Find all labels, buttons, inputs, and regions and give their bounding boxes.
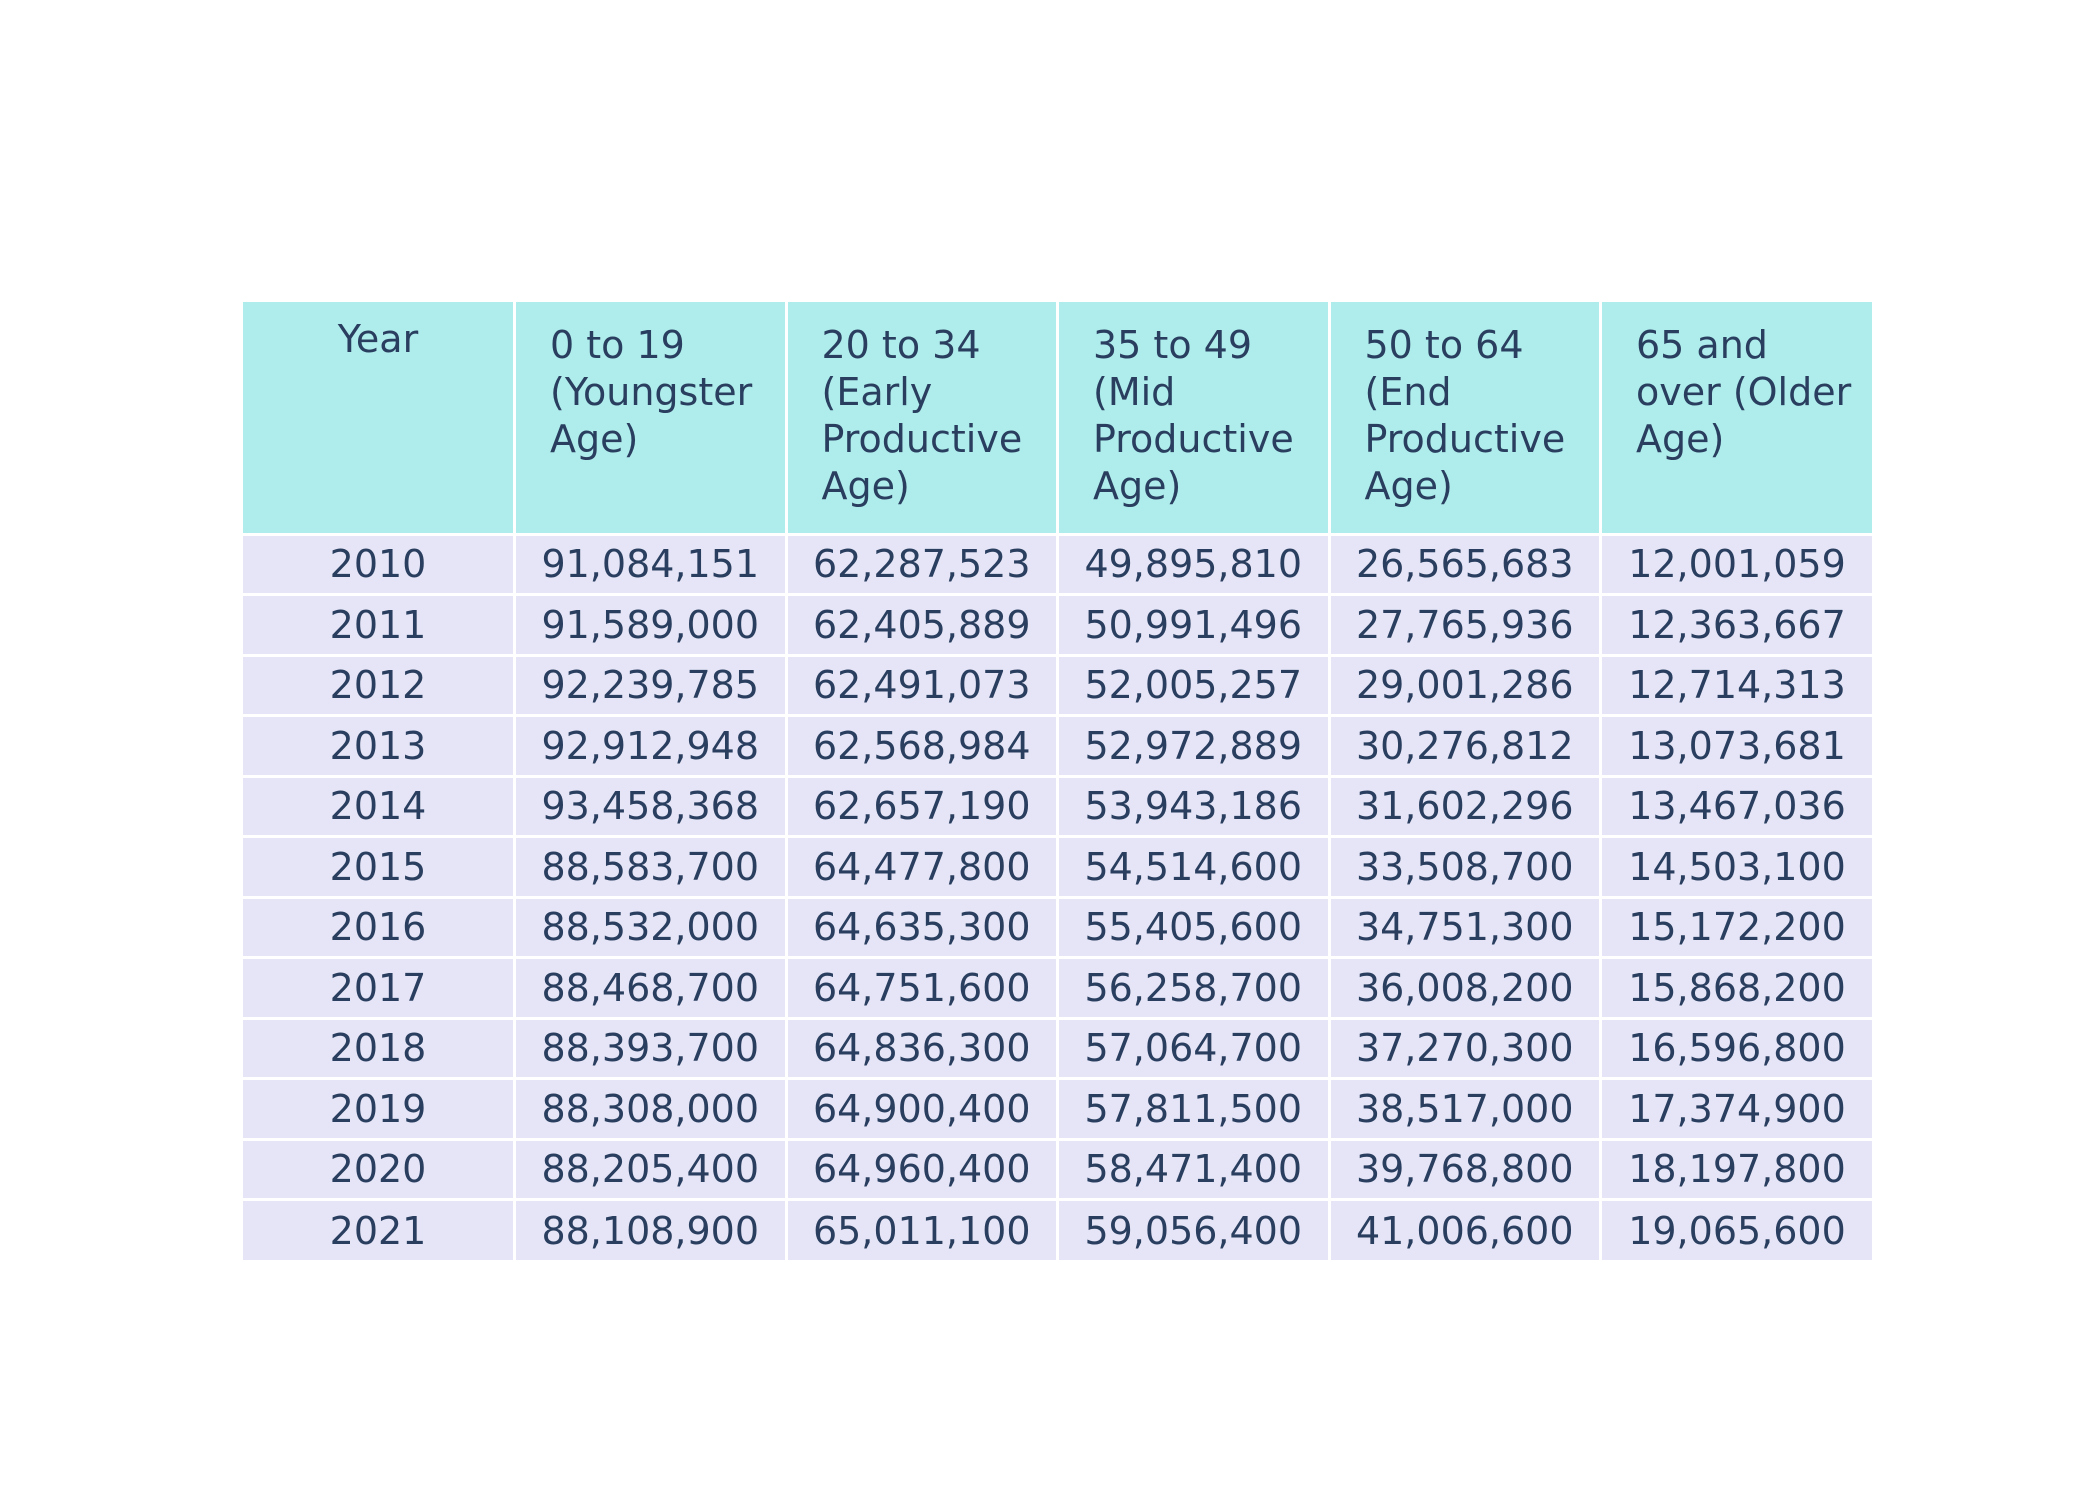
value-cell: 91,084,151 bbox=[513, 532, 788, 596]
year-cell: 2012 bbox=[243, 653, 516, 717]
value-cell: 62,405,889 bbox=[784, 593, 1059, 657]
value-cell: 14,503,100 bbox=[1599, 835, 1872, 899]
value-cell: 49,895,810 bbox=[1056, 532, 1331, 596]
year-cell: 2018 bbox=[243, 1016, 516, 1080]
table-row: 2020 88,205,400 64,960,400 58,471,400 39,768… bbox=[243, 1137, 1872, 1201]
value-cell: 16,596,800 bbox=[1599, 1016, 1872, 1080]
header-age-50-64: 50 to 64 (End Productive Age) bbox=[1327, 302, 1602, 536]
value-cell: 91,589,000 bbox=[513, 593, 788, 657]
value-cell: 92,239,785 bbox=[513, 653, 788, 717]
value-cell: 34,751,300 bbox=[1327, 895, 1602, 959]
value-cell: 88,308,000 bbox=[513, 1077, 788, 1141]
value-cell: 17,374,900 bbox=[1599, 1077, 1872, 1141]
value-cell: 57,811,500 bbox=[1056, 1077, 1331, 1141]
table-header: Year 0 to 19 (Youngster Age) 20 to 34 (E… bbox=[243, 302, 1872, 536]
value-cell: 64,477,800 bbox=[784, 835, 1059, 899]
year-cell: 2019 bbox=[243, 1077, 516, 1141]
value-cell: 15,172,200 bbox=[1599, 895, 1872, 959]
value-cell: 57,064,700 bbox=[1056, 1016, 1331, 1080]
value-cell: 26,565,683 bbox=[1327, 532, 1602, 596]
value-cell: 88,532,000 bbox=[513, 895, 788, 959]
table-row: 2019 88,308,000 64,900,400 57,811,500 38,517… bbox=[243, 1077, 1872, 1141]
value-cell: 29,001,286 bbox=[1327, 653, 1602, 717]
value-cell: 88,393,700 bbox=[513, 1016, 788, 1080]
value-cell: 64,836,300 bbox=[784, 1016, 1059, 1080]
value-cell: 88,583,700 bbox=[513, 835, 788, 899]
year-cell: 2017 bbox=[243, 956, 516, 1020]
year-cell: 2010 bbox=[243, 532, 516, 596]
table-row: 2010 91,084,151 62,287,523 49,895,810 26,565… bbox=[243, 532, 1872, 596]
value-cell: 13,467,036 bbox=[1599, 774, 1872, 838]
value-cell: 62,491,073 bbox=[784, 653, 1059, 717]
value-cell: 36,008,200 bbox=[1327, 956, 1602, 1020]
value-cell: 12,714,313 bbox=[1599, 653, 1872, 717]
value-cell: 38,517,000 bbox=[1327, 1077, 1602, 1141]
year-cell: 2014 bbox=[243, 774, 516, 838]
value-cell: 64,635,300 bbox=[784, 895, 1059, 959]
table-row: 2016 88,532,000 64,635,300 55,405,600 34,751… bbox=[243, 895, 1872, 959]
table-row: 2013 92,912,948 62,568,984 52,972,889 30,276… bbox=[243, 714, 1872, 778]
value-cell: 88,108,900 bbox=[513, 1198, 788, 1260]
value-cell: 64,960,400 bbox=[784, 1137, 1059, 1201]
header-age-65-over: 65 and over (Older Age) bbox=[1599, 302, 1872, 536]
value-cell: 64,751,600 bbox=[784, 956, 1059, 1020]
year-cell: 2020 bbox=[243, 1137, 516, 1201]
value-cell: 12,001,059 bbox=[1599, 532, 1872, 596]
value-cell: 56,258,700 bbox=[1056, 956, 1331, 1020]
value-cell: 52,972,889 bbox=[1056, 714, 1331, 778]
table-body: 2010 91,084,151 62,287,523 49,895,810 26,565… bbox=[243, 532, 1872, 1260]
value-cell: 15,868,200 bbox=[1599, 956, 1872, 1020]
value-cell: 62,568,984 bbox=[784, 714, 1059, 778]
year-cell: 2016 bbox=[243, 895, 516, 959]
table-row: 2012 92,239,785 62,491,073 52,005,257 29,001… bbox=[243, 653, 1872, 717]
value-cell: 18,197,800 bbox=[1599, 1137, 1872, 1201]
value-cell: 92,912,948 bbox=[513, 714, 788, 778]
table-row: 2014 93,458,368 62,657,190 53,943,186 31,602… bbox=[243, 774, 1872, 838]
value-cell: 53,943,186 bbox=[1056, 774, 1331, 838]
value-cell: 62,657,190 bbox=[784, 774, 1059, 838]
value-cell: 31,602,296 bbox=[1327, 774, 1602, 838]
value-cell: 93,458,368 bbox=[513, 774, 788, 838]
value-cell: 33,508,700 bbox=[1327, 835, 1602, 899]
value-cell: 52,005,257 bbox=[1056, 653, 1331, 717]
value-cell: 27,765,936 bbox=[1327, 593, 1602, 657]
value-cell: 37,270,300 bbox=[1327, 1016, 1602, 1080]
value-cell: 59,056,400 bbox=[1056, 1198, 1331, 1260]
header-year: Year bbox=[243, 302, 516, 536]
value-cell: 13,073,681 bbox=[1599, 714, 1872, 778]
year-cell: 2011 bbox=[243, 593, 516, 657]
population-table-container: Year 0 to 19 (Youngster Age) 20 to 34 (E… bbox=[243, 302, 1872, 1260]
value-cell: 12,363,667 bbox=[1599, 593, 1872, 657]
value-cell: 30,276,812 bbox=[1327, 714, 1602, 778]
value-cell: 41,006,600 bbox=[1327, 1198, 1602, 1260]
header-row: Year 0 to 19 (Youngster Age) 20 to 34 (E… bbox=[243, 302, 1872, 536]
value-cell: 55,405,600 bbox=[1056, 895, 1331, 959]
header-age-0-19: 0 to 19 (Youngster Age) bbox=[513, 302, 788, 536]
table-row: 2018 88,393,700 64,836,300 57,064,700 37,270… bbox=[243, 1016, 1872, 1080]
value-cell: 64,900,400 bbox=[784, 1077, 1059, 1141]
year-cell: 2021 bbox=[243, 1198, 516, 1260]
value-cell: 50,991,496 bbox=[1056, 593, 1331, 657]
value-cell: 58,471,400 bbox=[1056, 1137, 1331, 1201]
value-cell: 88,468,700 bbox=[513, 956, 788, 1020]
year-cell: 2013 bbox=[243, 714, 516, 778]
value-cell: 19,065,600 bbox=[1599, 1198, 1872, 1260]
value-cell: 88,205,400 bbox=[513, 1137, 788, 1201]
header-age-20-34: 20 to 34 (Early Productive Age) bbox=[784, 302, 1059, 536]
table-row: 2021 88,108,900 65,011,100 59,056,400 41,006… bbox=[243, 1198, 1872, 1260]
value-cell: 54,514,600 bbox=[1056, 835, 1331, 899]
header-age-35-49: 35 to 49 (Mid Productive Age) bbox=[1056, 302, 1331, 536]
population-table: Year 0 to 19 (Youngster Age) 20 to 34 (E… bbox=[243, 302, 1872, 1260]
table-row: 2017 88,468,700 64,751,600 56,258,700 36,008… bbox=[243, 956, 1872, 1020]
year-cell: 2015 bbox=[243, 835, 516, 899]
table-row: 2015 88,583,700 64,477,800 54,514,600 33,508… bbox=[243, 835, 1872, 899]
value-cell: 62,287,523 bbox=[784, 532, 1059, 596]
value-cell: 65,011,100 bbox=[784, 1198, 1059, 1260]
table-row: 2011 91,589,000 62,405,889 50,991,496 27,765… bbox=[243, 593, 1872, 657]
value-cell: 39,768,800 bbox=[1327, 1137, 1602, 1201]
